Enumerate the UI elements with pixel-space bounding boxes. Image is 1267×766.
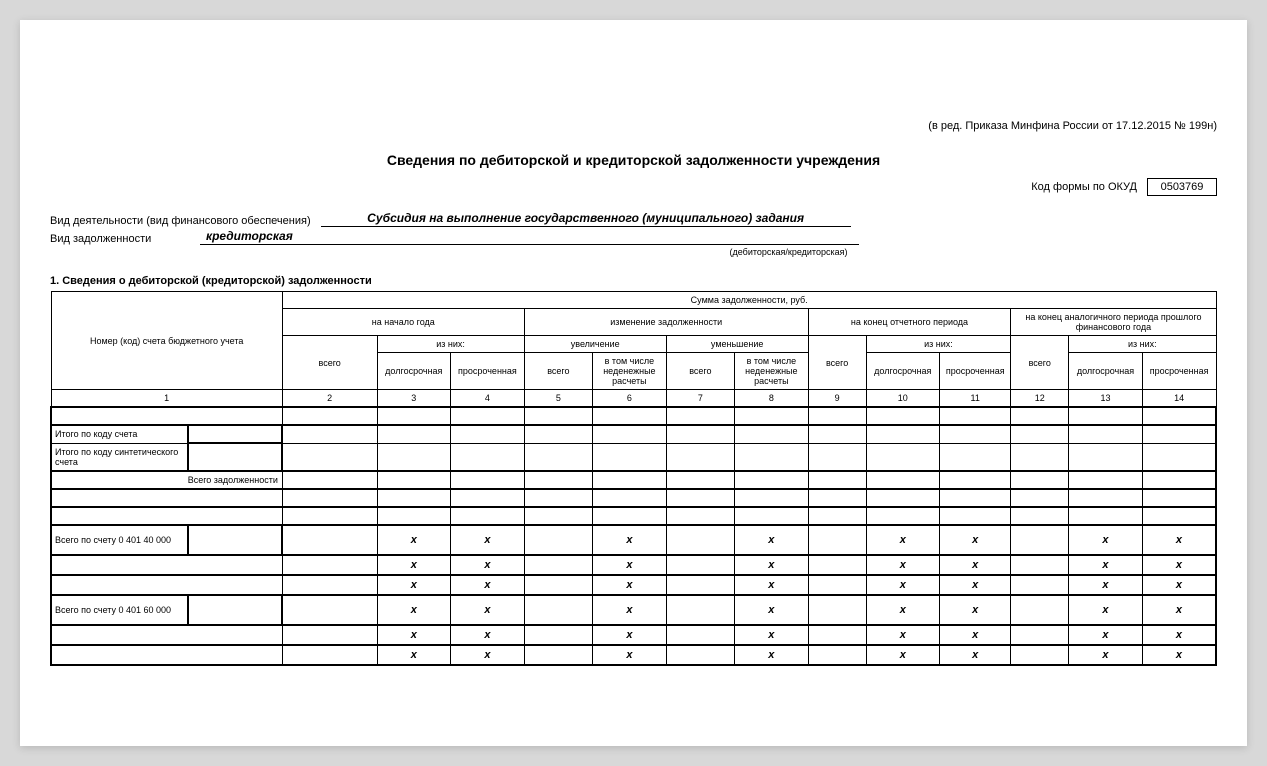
col-num-11: 11 [940, 390, 1011, 408]
label-itogo-kod: Итого по коду счета [51, 425, 188, 443]
sub-of-them-3: из них: [1069, 336, 1216, 353]
label-vsego-60: Всего по счету 0 401 60 000 [51, 595, 188, 625]
table-row: х х х х х х х х [51, 555, 1216, 575]
col-num-4: 4 [451, 390, 525, 408]
debt-type-value: кредиторская [200, 229, 320, 245]
col-num-7: 7 [666, 390, 734, 408]
col-header-account: Номер (код) счета бюджетного учета [51, 292, 282, 390]
table-row: х х х х х х х х [51, 625, 1216, 645]
col-num-8: 8 [735, 390, 809, 408]
section-1-title: 1. Сведения о дебиторской (кредиторской)… [50, 275, 1217, 287]
sub-of-them-2: из них: [866, 336, 1011, 353]
table-row [51, 407, 1216, 425]
main-table: Номер (код) счета бюджетного учета Сумма… [50, 291, 1217, 666]
sub-nonmon-inc: в том числе неденежные расчеты [593, 353, 667, 390]
table-row [51, 489, 1216, 507]
debt-type-label: Вид задолженности [50, 233, 200, 245]
sub-all-3: всего [1011, 336, 1069, 390]
group-change: изменение задолженности [524, 309, 808, 336]
code-value: 0503769 [1147, 178, 1217, 196]
col-num-9: 9 [808, 390, 866, 408]
activity-label: Вид деятельности (вид финансового обеспе… [50, 215, 321, 227]
col-num-3: 3 [377, 390, 451, 408]
sub-decrease: уменьшение [666, 336, 808, 353]
col-num-6: 6 [593, 390, 667, 408]
debt-type-field-row: Вид задолженности кредиторская [50, 229, 1217, 245]
code-row: Код формы по ОКУД 0503769 [50, 178, 1217, 196]
debt-type-caption: (дебиторская/кредиторская) [360, 247, 1217, 257]
col-num-1: 1 [51, 390, 282, 408]
row-vsego-zadol: Всего задолженности [51, 471, 1216, 489]
label-vsego-zadol: Всего задолженности [51, 471, 282, 489]
top-note: (в ред. Приказа Минфина России от 17.12.… [50, 120, 1217, 132]
sub-longterm-2: долгосрочная [866, 353, 940, 390]
label-vsego-40: Всего по счету 0 401 40 000 [51, 525, 188, 555]
super-header: Сумма задолженности, руб. [282, 292, 1216, 309]
sub-overdue-1: просроченная [451, 353, 525, 390]
label-itogo-sint: Итого по коду синтетического счета [51, 443, 188, 471]
sub-increase: увеличение [524, 336, 666, 353]
col-num-14: 14 [1142, 390, 1216, 408]
sub-longterm-3: долгосрочная [1069, 353, 1143, 390]
row-itogo-sint: Итого по коду синтетического счета [51, 443, 1216, 471]
table-row: х х х х х х х х [51, 575, 1216, 595]
row-vsego-60: Всего по счету 0 401 60 000 х х х х х х … [51, 595, 1216, 625]
row-itogo-kod: Итого по коду счета [51, 425, 1216, 443]
col-num-10: 10 [866, 390, 940, 408]
sub-all-dec: всего [666, 353, 734, 390]
document-page: (в ред. Приказа Минфина России от 17.12.… [20, 20, 1247, 746]
activity-field-row: Вид деятельности (вид финансового обеспе… [50, 211, 1217, 227]
sub-nonmon-dec: в том числе неденежные расчеты [735, 353, 809, 390]
code-label: Код формы по ОКУД [1031, 181, 1137, 193]
col-num-13: 13 [1069, 390, 1143, 408]
sub-of-them-1: из них: [377, 336, 524, 353]
col-num-2: 2 [282, 390, 377, 408]
table-row: х х х х х х х х [51, 645, 1216, 665]
sub-overdue-3: просроченная [1142, 353, 1216, 390]
group-begin-year: на начало года [282, 309, 524, 336]
table-row [51, 507, 1216, 525]
row-vsego-40: Всего по счету 0 401 40 000 х х х х х х … [51, 525, 1216, 555]
sub-longterm-1: долгосрочная [377, 353, 451, 390]
document-title: Сведения по дебиторской и кредиторской з… [50, 152, 1217, 168]
sub-overdue-2: просроченная [940, 353, 1011, 390]
sub-all-inc: всего [524, 353, 592, 390]
group-prev-period: на конец аналогичного периода прошлого ф… [1011, 309, 1216, 336]
col-num-5: 5 [524, 390, 592, 408]
col-num-12: 12 [1011, 390, 1069, 408]
sub-all-2: всего [808, 336, 866, 390]
activity-value: Субсидия на выполнение государственного … [321, 211, 851, 227]
sub-all-1: всего [282, 336, 377, 390]
group-end-period: на конец отчетного периода [808, 309, 1011, 336]
